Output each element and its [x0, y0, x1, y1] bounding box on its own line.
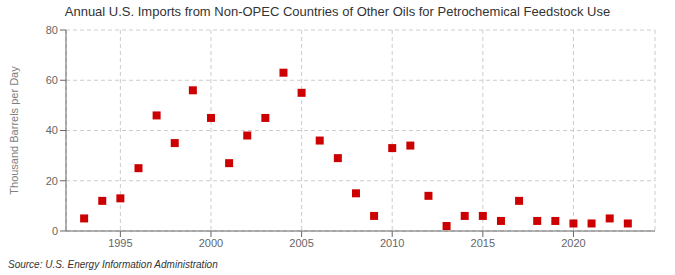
- svg-text:40: 40: [46, 124, 58, 136]
- svg-text:2020: 2020: [561, 237, 585, 249]
- svg-text:20: 20: [46, 175, 58, 187]
- svg-text:80: 80: [46, 24, 58, 36]
- svg-text:2015: 2015: [471, 237, 495, 249]
- html-text:Annual U.S. Imports from Non-O: Annual U.S. Imports from Non-OPEC Countr…: [64, 4, 611, 19]
- svg-text:2000: 2000: [199, 237, 223, 249]
- svg-text:2010: 2010: [380, 237, 404, 249]
- svg-text:0: 0: [52, 225, 58, 237]
- html-text:Source: U.S. Energy Informatio: Source: U.S. Energy Information Administ…: [8, 259, 218, 270]
- svg-text:60: 60: [46, 74, 58, 86]
- svg-text:Thousand Barrels per Day: Thousand Barrels per Day: [8, 66, 20, 195]
- svg-text:2005: 2005: [289, 237, 313, 249]
- svg-text:1995: 1995: [108, 237, 132, 249]
